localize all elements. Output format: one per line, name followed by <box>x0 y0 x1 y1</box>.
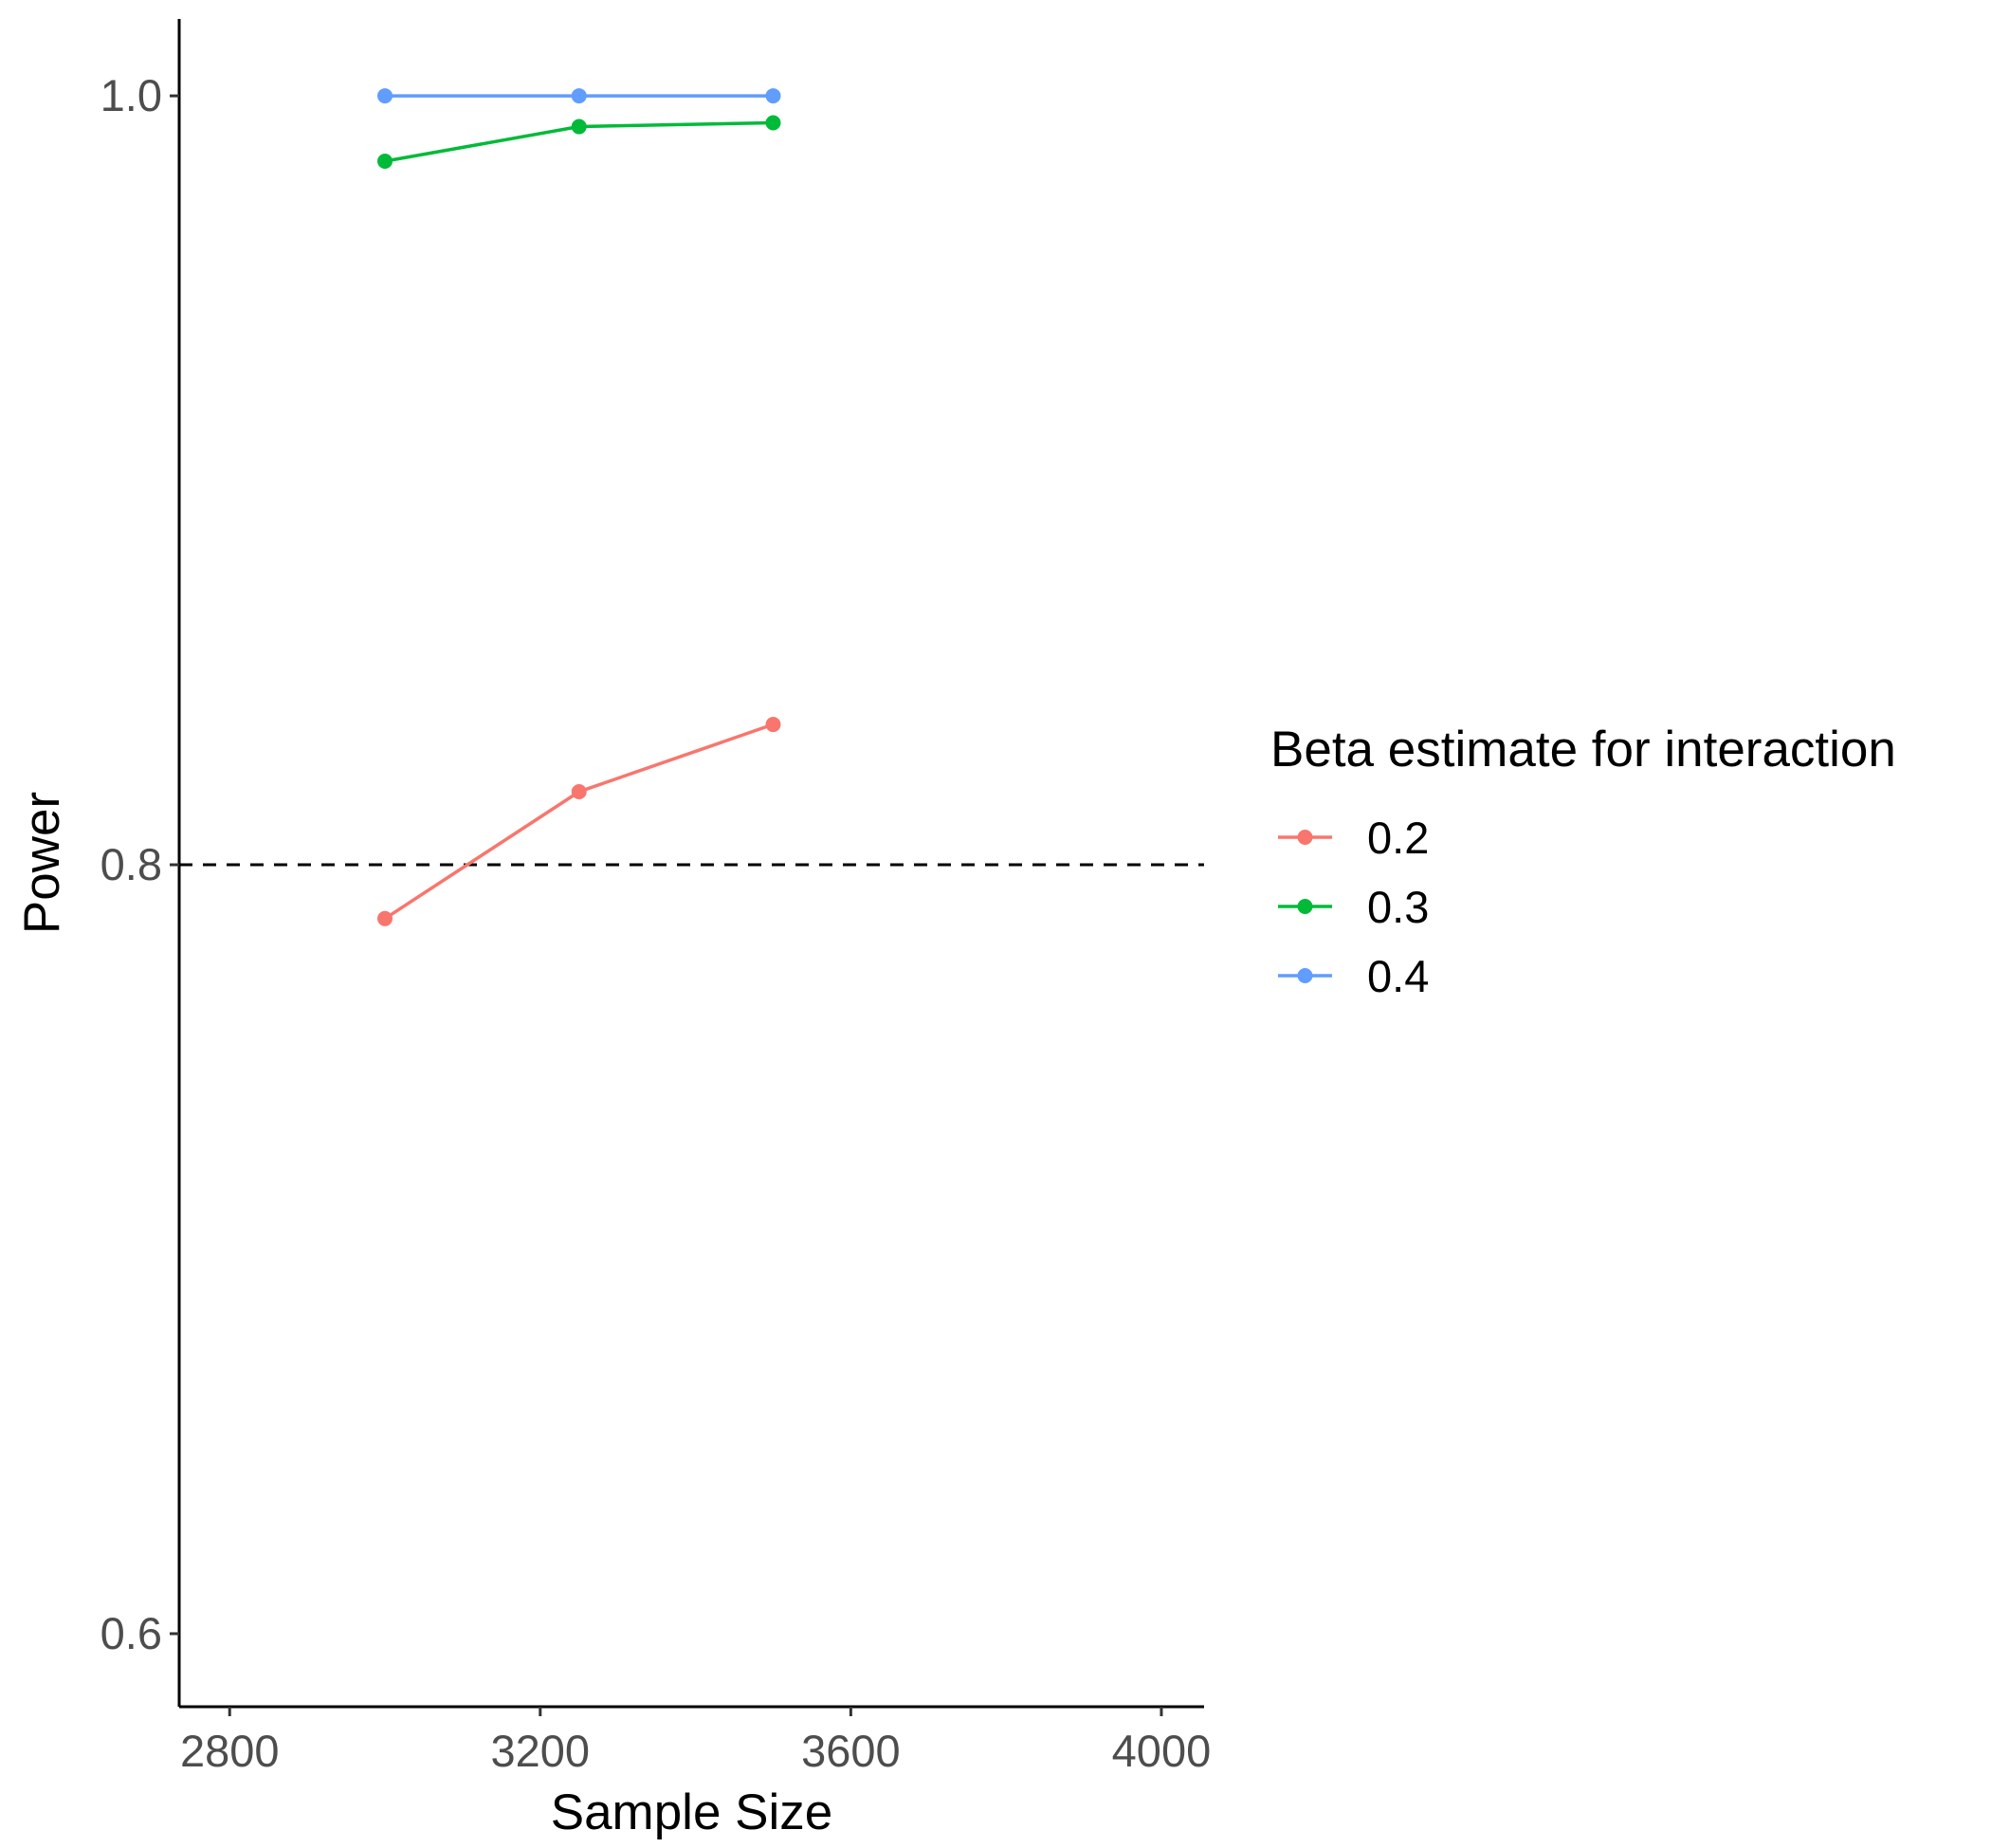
legend-key-point <box>1297 899 1313 914</box>
series-0.2 <box>377 717 781 926</box>
legend-key-point <box>1297 830 1313 845</box>
data-point <box>377 154 393 170</box>
y-tick-label: 0.6 <box>100 1608 162 1658</box>
x-tick-label: 3200 <box>491 1726 591 1776</box>
data-point <box>765 115 781 131</box>
legend-label: 0.4 <box>1367 951 1429 1001</box>
y-axis-title: Power <box>14 792 70 934</box>
legend-item: 0.2 <box>1278 813 1429 863</box>
series-layer <box>377 88 781 926</box>
legend-item: 0.4 <box>1278 951 1429 1001</box>
legend: Beta estimate for interaction 0.2 0.3 0.4 <box>1270 722 1896 1001</box>
legend-item: 0.3 <box>1278 882 1429 932</box>
axes <box>177 19 1204 1709</box>
x-tick-label: 3600 <box>801 1726 901 1776</box>
data-point <box>765 88 781 104</box>
data-point <box>571 88 587 104</box>
series-0.3 <box>377 115 781 170</box>
legend-label: 0.2 <box>1367 813 1429 863</box>
x-tick-label: 4000 <box>1112 1726 1212 1776</box>
series-line <box>384 723 775 921</box>
data-point <box>571 119 587 135</box>
y-tick-label: 0.8 <box>100 839 162 889</box>
data-point <box>765 717 781 733</box>
x-tick-label: 2800 <box>180 1726 280 1776</box>
tick-layer: 2800 3200 3600 4000 0.6 0.8 1.0 <box>100 70 1212 1776</box>
legend-key-point <box>1297 968 1313 983</box>
series-0.4 <box>377 88 781 104</box>
data-point <box>377 88 393 104</box>
data-point <box>571 783 587 799</box>
x-axis-title: Sample Size <box>551 1784 833 1840</box>
legend-title: Beta estimate for interaction <box>1270 722 1896 778</box>
y-tick-label: 1.0 <box>100 70 162 120</box>
legend-label: 0.3 <box>1367 882 1429 932</box>
data-point <box>377 910 393 926</box>
